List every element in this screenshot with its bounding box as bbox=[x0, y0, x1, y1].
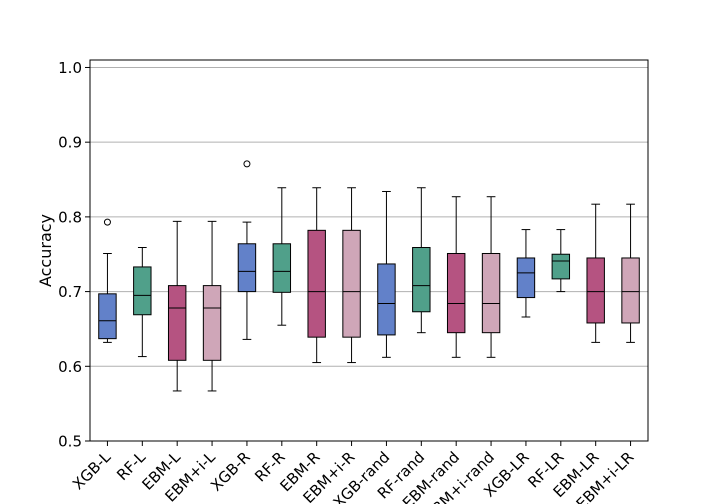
box-xgb-l bbox=[98, 218, 117, 343]
iqr-box bbox=[446, 252, 466, 334]
x-tick-label: XGB-R bbox=[207, 448, 254, 495]
iqr-box bbox=[307, 229, 326, 338]
box-ebm-i-rand bbox=[481, 196, 501, 358]
iqr-box bbox=[621, 257, 640, 324]
iqr-box bbox=[481, 252, 501, 334]
box-rf-lr bbox=[551, 229, 571, 293]
iqr-box bbox=[202, 285, 222, 361]
y-axis-ticks: 0.5 0.6 0.7 0.8 0.9 1.0 bbox=[58, 59, 90, 451]
box-xgb-r bbox=[237, 160, 257, 340]
y-tick-label: 0.6 bbox=[58, 358, 82, 376]
box-ebm-lr bbox=[586, 203, 605, 343]
box-xgb-lr bbox=[516, 229, 536, 318]
y-axis-title: Accuracy bbox=[36, 214, 55, 287]
iqr-box bbox=[516, 257, 536, 299]
x-axis-ticks: XGB-LRF-LEBM-LEBM+i-LXGB-RRF-REBM-REBM+i… bbox=[69, 441, 637, 504]
outlier-point bbox=[103, 218, 111, 226]
iqr-box bbox=[377, 263, 396, 336]
y-tick-label: 1.0 bbox=[58, 59, 82, 77]
box-rf-r bbox=[272, 187, 292, 326]
iqr-box bbox=[272, 243, 292, 293]
box-ebm-rand bbox=[446, 196, 466, 358]
box-rf-rand bbox=[412, 187, 431, 334]
y-tick-label: 0.9 bbox=[58, 134, 82, 152]
outlier-point bbox=[243, 160, 251, 168]
iqr-box bbox=[237, 243, 257, 293]
iqr-box bbox=[167, 285, 187, 361]
box-xgb-rand bbox=[377, 190, 396, 358]
box-ebm-i-l bbox=[202, 220, 222, 392]
box-ebm-i-r bbox=[342, 187, 361, 364]
x-tick-label: XGB-L bbox=[69, 448, 115, 494]
box-ebm-l bbox=[167, 220, 187, 392]
y-tick-label: 0.5 bbox=[58, 433, 82, 451]
iqr-box bbox=[98, 293, 117, 340]
y-tick-label: 0.7 bbox=[58, 283, 82, 301]
iqr-box bbox=[412, 247, 431, 313]
box-rf-l bbox=[133, 247, 152, 358]
iqr-box bbox=[551, 253, 571, 280]
box-plot-series bbox=[98, 160, 640, 392]
iqr-box bbox=[586, 257, 605, 324]
y-tick-label: 0.8 bbox=[58, 208, 82, 226]
box-ebm-r bbox=[307, 187, 326, 364]
plot-area-frame bbox=[89, 59, 649, 442]
iqr-box bbox=[133, 266, 152, 316]
iqr-box bbox=[342, 229, 361, 338]
box-ebm-i-lr bbox=[621, 203, 640, 343]
